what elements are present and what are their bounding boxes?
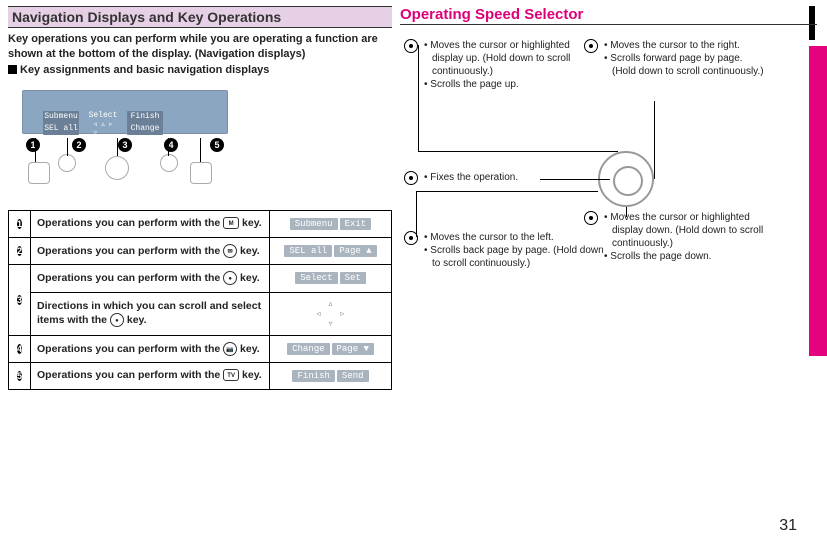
soft-label: Change (127, 123, 163, 135)
soft-label: SEL all (43, 123, 79, 135)
selector-diagram: • Moves the cursor or highlighted displa… (400, 31, 817, 451)
callout-num: 4 (164, 138, 178, 152)
subheading: Key assignments and basic navigation dis… (8, 64, 392, 76)
callout-right: • Moves the cursor to the right. • Scrol… (604, 39, 764, 78)
hw-key-mail (58, 154, 76, 172)
tv-key-icon: TV (223, 369, 239, 381)
selector-key-icon: ● (223, 271, 237, 285)
hw-key-tv (190, 162, 212, 184)
page-number: 31 (779, 517, 797, 535)
intro-text: Key operations you can perform while you… (8, 32, 392, 62)
section-header: Navigation Displays and Key Operations (8, 6, 392, 28)
soft-label: Submenu (43, 111, 79, 123)
callout-down: • Moves the cursor or highlighted displa… (604, 211, 764, 263)
callout-num: 2 (72, 138, 86, 152)
callout-num: 5 (210, 138, 224, 152)
hw-key-camera (160, 154, 178, 172)
right-section-title: Operating Speed Selector (400, 6, 817, 25)
callout-center: • Fixes the operation. (424, 171, 564, 184)
device-diagram: Submenu SEL all Select ◃ ▵ ▹▿ Finish Cha… (10, 82, 240, 192)
operations-table: 1 Operations you can perform with the M … (8, 210, 392, 390)
soft-label: Select (89, 111, 118, 120)
callout-num: 3 (118, 138, 132, 152)
callout-num: 1 (26, 138, 40, 152)
side-tab-label: Basic Operation (813, 130, 827, 237)
hw-key-selector (105, 156, 129, 180)
callout-up: • Moves the cursor or highlighted displa… (424, 39, 576, 91)
selector-key-icon: ● (110, 313, 124, 327)
camera-key-icon: 📷 (223, 342, 237, 356)
menu-key-icon: M (223, 217, 239, 229)
hw-key-menu (28, 162, 50, 184)
soft-label: Finish (127, 111, 163, 123)
callout-left: • Moves the cursor to the left. • Scroll… (424, 231, 604, 270)
mail-key-icon: ✉ (223, 244, 237, 258)
